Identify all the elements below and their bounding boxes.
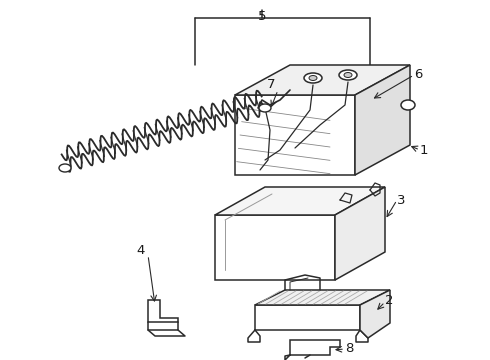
Ellipse shape [401,100,415,110]
Text: 3: 3 [397,194,406,207]
Text: 1: 1 [420,144,428,157]
Ellipse shape [304,73,322,83]
Polygon shape [335,187,385,280]
Text: 4: 4 [137,243,145,256]
Text: 5: 5 [258,10,266,23]
Text: 2: 2 [385,293,393,306]
Polygon shape [290,340,340,355]
Text: 8: 8 [345,342,353,355]
Polygon shape [215,215,335,280]
Text: 7: 7 [267,78,275,91]
Polygon shape [235,65,410,95]
Polygon shape [215,187,385,215]
Polygon shape [355,65,410,175]
Text: 6: 6 [414,68,422,81]
Ellipse shape [59,164,71,172]
Ellipse shape [339,70,357,80]
Polygon shape [360,290,390,338]
Polygon shape [255,290,390,305]
Ellipse shape [344,72,352,77]
Ellipse shape [259,104,271,112]
Polygon shape [255,305,360,330]
Ellipse shape [309,76,317,81]
Polygon shape [235,95,355,175]
Polygon shape [148,300,178,322]
